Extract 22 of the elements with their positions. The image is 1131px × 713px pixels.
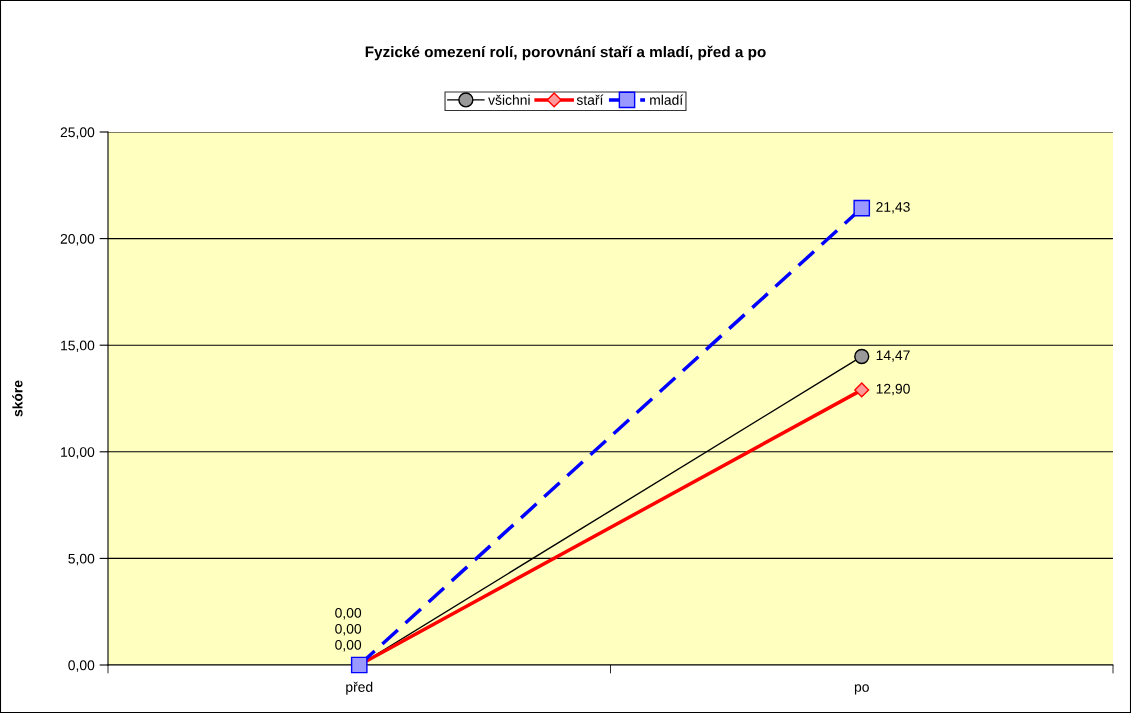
legend-label: mladí (650, 94, 684, 105)
y-axis-title: skóre (12, 380, 23, 417)
y-tick-label: 5,00 (68, 553, 95, 566)
y-tick-label: 15,00 (61, 340, 95, 353)
data-label: 12,90 (876, 383, 910, 396)
y-tick-label: 20,00 (60, 233, 95, 246)
chart-title: Fyzické omezení rolí, porovnání staří a mladí, před a po (365, 45, 766, 61)
point (854, 348, 870, 365)
x-tick-label: po (854, 684, 869, 695)
data-label: 21,43 (876, 202, 910, 214)
y-tick-label: 10,00 (61, 447, 95, 459)
y-tick-label: 0,00 (68, 660, 95, 672)
point (853, 199, 871, 217)
x-tick-label: před (346, 681, 373, 695)
legend-label: staří (576, 94, 604, 105)
data-label: 14,47 (876, 350, 910, 362)
legend-label: všichni (488, 94, 530, 105)
data-label: 0,00 (335, 607, 362, 620)
data-label: 0,00 (335, 639, 362, 652)
data-label: 0,00 (335, 623, 362, 636)
y-tick-label: 25,00 (60, 127, 95, 139)
point (854, 382, 870, 398)
